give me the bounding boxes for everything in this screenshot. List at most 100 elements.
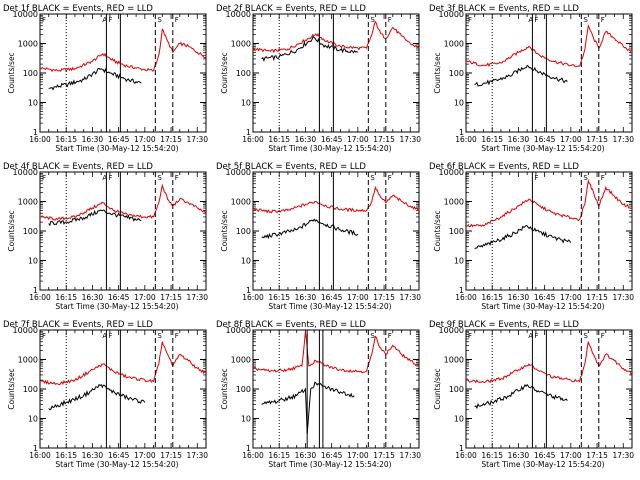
x-tick-label: 16:15 bbox=[55, 293, 77, 302]
marker-letter: F bbox=[42, 174, 46, 182]
x-tick-label: 16:15 bbox=[55, 135, 77, 144]
series-events-line bbox=[48, 67, 142, 91]
panel-title: Det 4f BLACK = Events, RED = LLD bbox=[3, 162, 153, 172]
plot-frame bbox=[39, 13, 207, 133]
panel-det-9f: Det 9f BLACK = Events, RED = LLD 1 10 100 10… bbox=[429, 320, 634, 469]
x-tick-label: 16:30 bbox=[508, 293, 530, 302]
marker-letter: S bbox=[583, 332, 588, 340]
marker-letter: F bbox=[108, 174, 112, 182]
y-tick-label: 10000 bbox=[13, 326, 38, 335]
x-tick-label: 16:00 bbox=[29, 293, 51, 302]
x-tick-label: 16:45 bbox=[321, 451, 343, 460]
series-lld-line bbox=[252, 185, 420, 214]
y-tick-label: 10 bbox=[454, 415, 464, 424]
x-tick-label: 17:30 bbox=[612, 135, 634, 144]
y-tick-label: 1000 bbox=[444, 40, 464, 49]
x-tick-label: 16:30 bbox=[508, 451, 530, 460]
y-axis-label: Counts/sec bbox=[433, 52, 442, 93]
series-events-line bbox=[261, 35, 359, 62]
marker-letter: F bbox=[108, 16, 112, 24]
y-tick-label: 100 bbox=[23, 385, 38, 394]
x-tick-label: 16:30 bbox=[82, 135, 104, 144]
y-tick-label: 1000 bbox=[18, 40, 38, 49]
x-tick-label: 17:30 bbox=[186, 293, 208, 302]
x-tick-label: 17:00 bbox=[134, 293, 156, 302]
x-tick-label: 16:45 bbox=[321, 135, 343, 144]
plot-frame bbox=[39, 329, 207, 449]
series-events-line bbox=[48, 209, 142, 227]
marker-letter: S bbox=[370, 16, 375, 24]
panel-det-4f: Det 4f BLACK = Events, RED = LLD 1 10 100 10… bbox=[3, 162, 208, 311]
plot-frame bbox=[252, 13, 420, 133]
x-tick-label: 17:15 bbox=[160, 293, 182, 302]
x-tick-label: 17:30 bbox=[399, 293, 421, 302]
y-axis-label: Counts/sec bbox=[7, 52, 16, 93]
x-tick-label: 16:45 bbox=[534, 451, 556, 460]
y-tick-label: 1 bbox=[33, 444, 38, 453]
marker-letter: F bbox=[388, 174, 392, 182]
y-tick-label: 10 bbox=[241, 257, 251, 266]
y-tick-label: 10 bbox=[241, 99, 251, 108]
marker-letter: S bbox=[157, 332, 162, 340]
x-tick-label: 17:00 bbox=[134, 135, 156, 144]
y-axis-label: Counts/sec bbox=[7, 368, 16, 409]
x-tick-label: 16:45 bbox=[108, 135, 130, 144]
y-tick-label: 10000 bbox=[439, 168, 464, 177]
x-tick-label: 16:15 bbox=[268, 135, 290, 144]
y-tick-label: 1 bbox=[33, 128, 38, 137]
marker-letter: F bbox=[601, 16, 605, 24]
y-tick-label: 100 bbox=[449, 227, 464, 236]
y-tick-label: 100 bbox=[23, 227, 38, 236]
marker-letter: A bbox=[102, 16, 107, 24]
y-axis-label: Counts/sec bbox=[220, 210, 229, 251]
y-tick-label: 10 bbox=[454, 99, 464, 108]
marker-letter: A bbox=[102, 174, 107, 182]
y-tick-label: 1 bbox=[459, 286, 464, 295]
y-axis-label: Counts/sec bbox=[220, 52, 229, 93]
y-tick-label: 1000 bbox=[231, 356, 251, 365]
series-lld-line bbox=[465, 178, 633, 228]
marker-letter: S bbox=[157, 16, 162, 24]
x-tick-label: 16:00 bbox=[455, 451, 477, 460]
y-tick-label: 100 bbox=[236, 69, 251, 78]
y-tick-label: 1000 bbox=[18, 198, 38, 207]
x-axis-label: Start Time (30-May-12 15:54:20) bbox=[481, 144, 604, 153]
marker-letter: F bbox=[42, 16, 46, 24]
plot-frame bbox=[39, 171, 207, 291]
x-tick-label: 16:30 bbox=[295, 451, 317, 460]
y-tick-label: 10000 bbox=[226, 10, 251, 19]
marker-letter: F bbox=[175, 174, 179, 182]
x-tick-label: 16:15 bbox=[481, 135, 503, 144]
x-tick-label: 16:15 bbox=[268, 293, 290, 302]
y-tick-label: 10000 bbox=[13, 10, 38, 19]
marker-letter: F bbox=[388, 332, 392, 340]
y-tick-label: 10 bbox=[28, 415, 38, 424]
y-tick-label: 1 bbox=[246, 128, 251, 137]
x-tick-label: 16:45 bbox=[108, 451, 130, 460]
x-tick-label: 16:45 bbox=[534, 135, 556, 144]
x-tick-label: 16:15 bbox=[55, 451, 77, 460]
y-tick-label: 1 bbox=[459, 128, 464, 137]
x-tick-label: 16:00 bbox=[242, 451, 264, 460]
y-tick-label: 1 bbox=[33, 286, 38, 295]
x-tick-label: 16:30 bbox=[82, 451, 104, 460]
x-tick-label: 17:00 bbox=[560, 451, 582, 460]
x-axis-label: Start Time (30-May-12 15:54:20) bbox=[268, 460, 391, 469]
x-tick-label: 16:00 bbox=[455, 135, 477, 144]
series-events-line bbox=[474, 64, 568, 87]
x-tick-label: 17:00 bbox=[347, 293, 369, 302]
y-tick-label: 10000 bbox=[226, 168, 251, 177]
x-axis-label: Start Time (30-May-12 15:54:20) bbox=[55, 460, 178, 469]
x-tick-label: 17:15 bbox=[373, 451, 395, 460]
x-tick-label: 17:30 bbox=[612, 293, 634, 302]
marker-letter: F bbox=[534, 174, 538, 182]
marker-letter: F bbox=[468, 16, 472, 24]
x-tick-label: 16:15 bbox=[268, 451, 290, 460]
y-tick-label: 10000 bbox=[439, 326, 464, 335]
marker-letter: S bbox=[370, 174, 375, 182]
panel-title: Det 2f BLACK = Events, RED = LLD bbox=[216, 4, 366, 14]
panel-det-6f: Det 6f BLACK = Events, RED = LLD 1 10 100 10… bbox=[429, 162, 634, 311]
y-tick-label: 1000 bbox=[231, 40, 251, 49]
series-events-line bbox=[474, 224, 572, 250]
y-tick-label: 1 bbox=[459, 444, 464, 453]
